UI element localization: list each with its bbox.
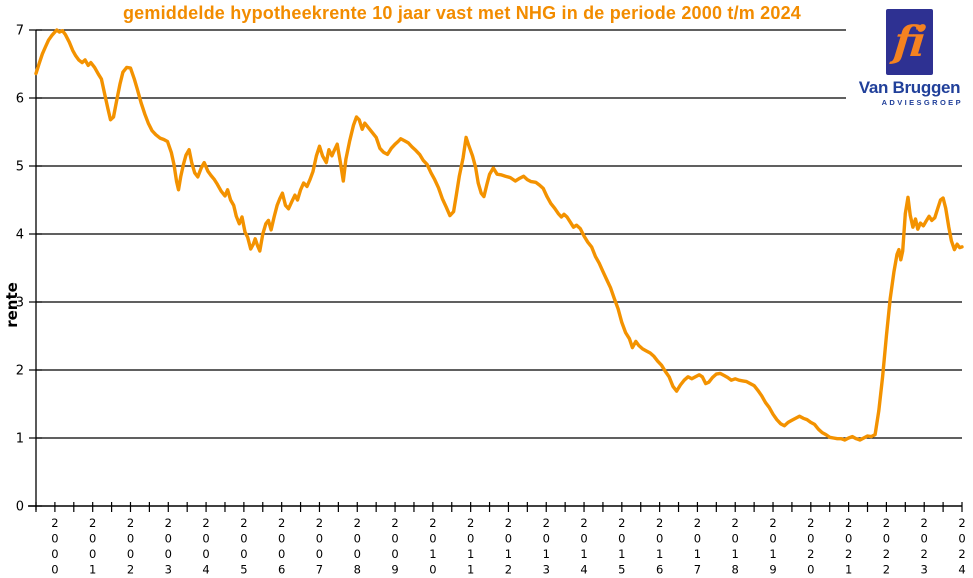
svg-text:5: 5 (16, 160, 24, 175)
svg-text:1: 1 (16, 432, 24, 447)
logo-company-name: Van Bruggen (858, 78, 961, 97)
svg-text:3: 3 (16, 296, 24, 311)
svg-text:6: 6 (16, 92, 24, 107)
svg-text:2000: 2000 (51, 516, 58, 577)
logo: fi Van Bruggen ADVIESGROEP (846, 0, 973, 118)
logo-fi-glyph: fi (891, 17, 928, 66)
logo-fi-icon: fi (886, 9, 933, 75)
logo-subtitle: ADVIESGROEP (881, 98, 963, 107)
svg-text:4: 4 (16, 228, 24, 243)
svg-text:2: 2 (16, 364, 24, 379)
y-axis-title: rente (3, 282, 21, 328)
svg-text:2024: 2024 (958, 516, 965, 577)
svg-text:7: 7 (16, 24, 24, 39)
svg-text:0: 0 (16, 500, 24, 515)
chart-title: gemiddelde hypotheekrente 10 jaar vast m… (122, 3, 802, 23)
